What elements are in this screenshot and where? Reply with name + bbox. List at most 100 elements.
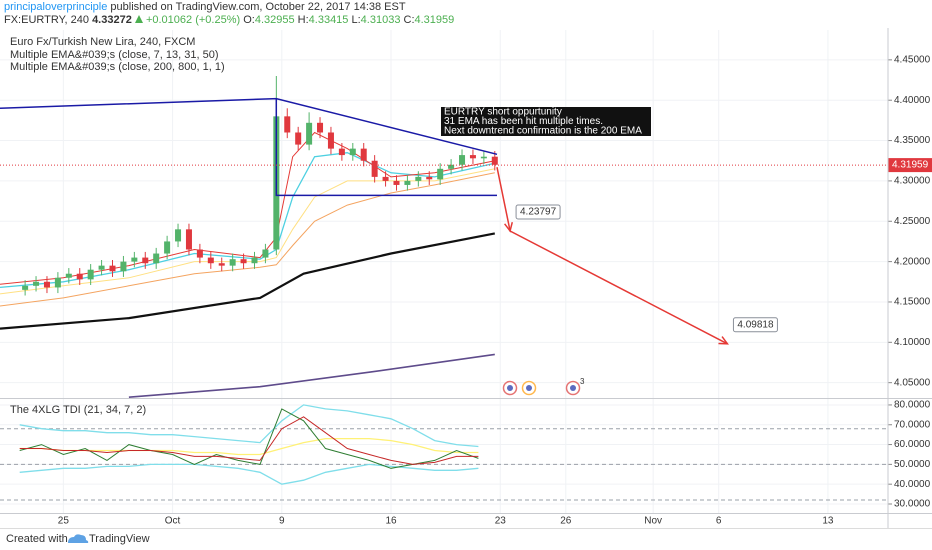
- candle-body: [175, 229, 182, 242]
- event-icon-dot: [570, 385, 576, 391]
- y-tick-label: 30.0000: [894, 499, 931, 510]
- legend-entry: Multiple EMA&#039;s (close, 200, 800, 1,…: [10, 61, 225, 73]
- indicator-line: [0, 168, 495, 295]
- indicator-line: [0, 172, 495, 307]
- arrow-head: [504, 222, 514, 233]
- x-tick-label: 26: [560, 516, 572, 527]
- event-icon-dot: [526, 385, 532, 391]
- indicator-line: [19, 463, 479, 485]
- published: published on TradingView.com, October 22…: [110, 1, 406, 13]
- x-tick-label: Oct: [165, 516, 181, 527]
- author[interactable]: principaloverprinciple: [4, 1, 108, 13]
- candle-body: [338, 148, 345, 156]
- up-arrow: [134, 15, 143, 23]
- candle-body: [437, 168, 444, 180]
- price-label: 4.23797: [520, 207, 557, 218]
- header: principaloverprinciple published on Trad…: [4, 1, 454, 27]
- candle-body: [459, 155, 466, 165]
- candle-body: [393, 180, 400, 185]
- candle-body: [448, 164, 455, 169]
- legend-entry: Multiple EMA&#039;s (close, 7, 13, 31, 5…: [10, 49, 219, 61]
- indicator-line: [128, 353, 495, 398]
- price-label-box: [515, 204, 561, 220]
- candle-body: [327, 132, 334, 149]
- candle-body: [33, 281, 40, 286]
- y-tick-label: 4.30000: [894, 176, 931, 187]
- x-tick-label: 9: [279, 516, 285, 527]
- indicator-line: [19, 408, 479, 469]
- trend-drawing: [275, 98, 497, 197]
- indicator-line: [19, 416, 479, 465]
- tradingview-logo: [68, 534, 89, 543]
- header-line: principaloverprinciple published on Trad…: [4, 1, 454, 14]
- candle-body: [295, 132, 302, 145]
- candle-body: [306, 122, 313, 145]
- y-tick-label: 4.45000: [894, 55, 931, 66]
- candle-body: [491, 156, 498, 165]
- candle-body: [469, 155, 476, 159]
- candle-body: [251, 257, 258, 264]
- candle-body: [196, 249, 203, 258]
- candle-body: [360, 148, 367, 161]
- candle-body: [87, 269, 94, 280]
- y-tick-label: 4.40000: [894, 95, 931, 106]
- symbol: FX:EURTRY, 240: [4, 14, 89, 26]
- last-price-tag: [888, 158, 932, 173]
- ohlc-label: L:: [351, 14, 361, 26]
- event-badge: 3: [580, 377, 585, 386]
- ohlc-value: 4.31033: [360, 14, 401, 26]
- candle-body: [65, 273, 72, 278]
- candle-body: [109, 265, 116, 272]
- event-icons[interactable]: 3: [502, 377, 586, 396]
- event-icon-dot: [507, 385, 513, 391]
- indicator-title: The 4XLG TDI (21, 34, 7, 2): [10, 404, 146, 416]
- note-text: Next downtrend confirmation is the 200 E…: [444, 126, 642, 137]
- chart-title: Euro Fx/Turkish New Lira, 240, FXCM: [10, 36, 195, 48]
- header-line: FX:EURTRY, 240 4.33272 +0.01062 (+0.25%)…: [4, 14, 454, 27]
- y-tick-label: 4.25000: [894, 216, 931, 227]
- y-tick-label: 4.20000: [894, 256, 931, 267]
- x-tick-label: 13: [822, 516, 834, 527]
- candle-body: [317, 122, 324, 133]
- candle-body: [43, 281, 50, 288]
- candle-body: [415, 176, 422, 181]
- plot-layer: 25 Oct 9 16 23 26 Nov 6 13 4.05000 4.10000 4.15000 4…: [0, 30, 932, 527]
- change: +0.01062 (+0.25%): [145, 14, 241, 26]
- note-box: [441, 107, 651, 136]
- y-tick-label: 4.05000: [894, 377, 931, 388]
- candle-body: [185, 229, 192, 250]
- x-tick-label: Nov: [644, 516, 662, 527]
- candle-body: [426, 176, 433, 180]
- y-tick-label: 50.0000: [894, 459, 931, 470]
- candle-body: [284, 116, 291, 133]
- ohlc-label: O:: [243, 14, 255, 26]
- candle-body: [98, 265, 105, 270]
- candle-body: [131, 257, 138, 262]
- x-tick-label: 25: [58, 516, 70, 527]
- note-text: 31 EMA has been hit multiple times.: [444, 116, 603, 127]
- price-label: 4.09818: [737, 319, 774, 330]
- footer-text: Created with: [6, 533, 68, 545]
- y-tick-label: 4.10000: [894, 337, 931, 348]
- ohlc-value: 4.33415: [308, 14, 349, 26]
- y-tick-label: 80.0000: [894, 400, 931, 411]
- candle-body: [120, 261, 127, 272]
- candle-body: [349, 148, 356, 156]
- indicator-line: [19, 437, 479, 456]
- indicator-line: [0, 152, 495, 289]
- y-tick-label: 4.15000: [894, 297, 931, 308]
- y-tick-label: 4.35000: [894, 135, 931, 146]
- ohlc-value: 4.32955: [254, 14, 295, 26]
- ohlc-label: H:: [297, 14, 309, 26]
- candle-body: [262, 249, 269, 258]
- x-tick-label: 16: [385, 516, 397, 527]
- footer-brand[interactable]: TradingView: [89, 533, 150, 545]
- candle-body: [240, 259, 247, 264]
- candle-body: [142, 257, 149, 264]
- indicator-line: [0, 131, 495, 285]
- candle-body: [153, 253, 160, 264]
- ohlc-label: C:: [403, 14, 415, 26]
- ohlc-value: 4.31959: [414, 14, 455, 26]
